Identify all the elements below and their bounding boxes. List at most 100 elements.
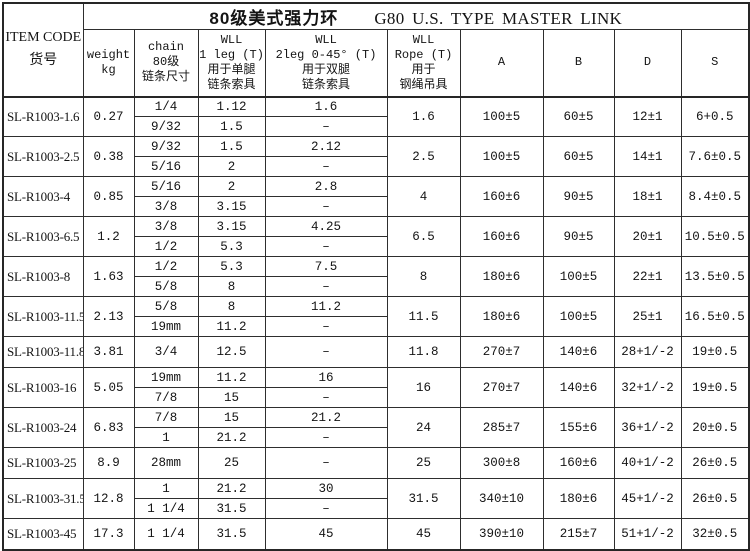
wll-1leg-cell: 12.5 — [197, 336, 266, 368]
chain-size-cell: 1 1/4 — [133, 518, 199, 550]
weight-cell: 8.9 — [82, 447, 135, 479]
item-code-cell: SL-R1003-6.5 — [2, 216, 84, 257]
item-code-label-en: ITEM CODE — [5, 30, 82, 46]
dim-s-cell: 6+0.5 — [680, 96, 750, 137]
col-header-item-code: ITEM CODE 货号 — [2, 2, 84, 98]
dim-b-cell: 215±7 — [542, 518, 615, 550]
dim-d-cell: 22±1 — [613, 256, 682, 297]
wll-1leg-cell: 5.3 — [197, 236, 266, 257]
wll-1leg-cell: 2 — [197, 176, 266, 197]
item-code-cell: SL-R1003-1.6 — [2, 96, 84, 137]
dim-a-cell: 160±6 — [459, 176, 544, 217]
dim-a-cell: 180±6 — [459, 256, 544, 297]
table-row: SL-R1003-11.5 2.13 5/8 8 11.2 11.5 180±6 100±5 2… — [2, 296, 750, 337]
col-header-d: D — [613, 29, 682, 98]
chain-size-cell: 1 — [133, 427, 199, 448]
chain-size-cell: 3/4 — [133, 336, 199, 368]
wll-2leg-cell: – — [264, 276, 388, 297]
wll-rope-cell: 31.5 — [386, 478, 461, 519]
dim-d-cell: 14±1 — [613, 136, 682, 177]
weight-cell: 1.2 — [82, 216, 135, 257]
chain-size-cell: 5/16 — [133, 176, 199, 197]
wll-1leg-cell: 21.2 — [197, 478, 266, 499]
chain-size-cell: 3/8 — [133, 216, 199, 237]
col-header-wll-2leg: WLL 2leg 0-45° (T) 用于双腿 链条索具 — [264, 29, 388, 98]
column-header-row: weight kg chain 80级 链条尺寸 WLL 1 leg (T) 用… — [3, 29, 750, 98]
chain-size-cell: 28mm — [133, 447, 199, 479]
col-header-wll-1leg: WLL 1 leg (T) 用于单腿 链条索具 — [197, 29, 266, 98]
chain-size-cell: 1 1/4 — [133, 498, 199, 519]
dim-s-cell: 8.4±0.5 — [680, 176, 750, 217]
table-row: SL-R1003-2.5 0.38 9/32 1.5 2.12 2.5 100±5 60±5 1… — [2, 136, 750, 177]
table-row: SL-R1003-4 0.85 5/16 2 2.8 4 160±6 90±5 18±1 8.4±… — [2, 176, 750, 217]
chain-size-cell: 19mm — [133, 367, 199, 388]
wll-2leg-cell: – — [264, 427, 388, 448]
table-row: SL-R1003-1.6 0.27 1/4 1.12 1.6 1.6 100±5 60±5 12… — [2, 96, 750, 137]
dim-b-cell: 90±5 — [542, 216, 615, 257]
wll-rope-cell: 6.5 — [386, 216, 461, 257]
wll-rope-cell: 24 — [386, 407, 461, 448]
dim-d-cell: 12±1 — [613, 96, 682, 137]
dim-b-cell: 100±5 — [542, 296, 615, 337]
chain-size-cell: 5/8 — [133, 296, 199, 317]
wll-1leg-cell: 3.15 — [197, 196, 266, 217]
wll-2leg-cell: 45 — [264, 518, 388, 550]
dim-b-cell: 140±6 — [542, 336, 615, 368]
wll-rope-cell: 11.8 — [386, 336, 461, 368]
wll-2leg-cell: 11.2 — [264, 296, 388, 317]
dim-b-cell: 180±6 — [542, 478, 615, 519]
dim-d-cell: 45+1/-2 — [613, 478, 682, 519]
dim-s-cell: 20±0.5 — [680, 407, 750, 448]
item-code-cell: SL-R1003-8 — [2, 256, 84, 297]
item-code-cell: SL-R1003-16 — [2, 367, 84, 408]
wll-rope-cell: 25 — [386, 447, 461, 479]
dim-b-cell: 100±5 — [542, 256, 615, 297]
wll-2leg-cell: 1.6 — [264, 96, 388, 117]
chain-size-cell: 5/8 — [133, 276, 199, 297]
dim-b-cell: 60±5 — [542, 96, 615, 137]
wll-2leg-cell: 21.2 — [264, 407, 388, 428]
dim-a-cell: 285±7 — [459, 407, 544, 448]
chain-size-cell: 3/8 — [133, 196, 199, 217]
wll-2leg-cell: 4.25 — [264, 216, 388, 237]
dim-s-cell: 7.6±0.5 — [680, 136, 750, 177]
dim-d-cell: 51+1/-2 — [613, 518, 682, 550]
table-row: SL-R1003-8 1.63 1/2 5.3 7.5 8 180±6 100±5 22±1 13… — [2, 256, 750, 297]
table-row: SL-R1003-16 5.05 19mm 11.2 16 16 270±7 140±6 32+… — [2, 367, 750, 408]
wll-rope-cell: 45 — [386, 518, 461, 550]
dim-a-cell: 160±6 — [459, 216, 544, 257]
dim-s-cell: 19±0.5 — [680, 367, 750, 408]
table-row: SL-R1003-6.5 1.2 3/8 3.15 4.25 6.5 160±6 90±5 20… — [2, 216, 750, 257]
table-row: SL-R1003-11.8 3.81 3/4 12.5–11.8 270±7 140±6 2… — [2, 336, 750, 368]
table-header: ITEM CODE 货号 80级美式强力环 G80 U.S. TYPE MASTE… — [2, 2, 750, 98]
table-row: 5/8 8– — [3, 276, 749, 297]
wll-2leg-cell: 30 — [264, 478, 388, 499]
table-row: SL-R1003-24 6.83 7/8 15 21.2 24 285±7 155±6 36+1… — [2, 407, 750, 448]
chain-size-cell: 7/8 — [133, 407, 199, 428]
col-header-a: A — [459, 29, 544, 98]
dim-d-cell: 36+1/-2 — [613, 407, 682, 448]
dim-a-cell: 180±6 — [459, 296, 544, 337]
wll-1leg-cell: 25 — [197, 447, 266, 479]
item-code-cell: SL-R1003-11.8 — [2, 336, 84, 368]
wll-rope-cell: 1.6 — [386, 96, 461, 137]
wll-2leg-cell: – — [264, 196, 388, 217]
dim-s-cell: 26±0.5 — [680, 447, 750, 479]
title-row: ITEM CODE 货号 80级美式强力环 G80 U.S. TYPE MASTE… — [2, 2, 750, 98]
chain-size-cell: 1/2 — [133, 236, 199, 257]
dim-b-cell: 160±6 — [542, 447, 615, 479]
wll-rope-cell: 4 — [386, 176, 461, 217]
col-header-s: S — [680, 29, 750, 98]
dim-d-cell: 18±1 — [613, 176, 682, 217]
wll-1leg-cell: 15 — [197, 407, 266, 428]
wll-2leg-cell: – — [264, 387, 388, 408]
wll-2leg-cell: 2.12 — [264, 136, 388, 157]
item-code-cell: SL-R1003-11.5 — [2, 296, 84, 337]
weight-cell: 2.13 — [82, 296, 135, 337]
chain-size-cell: 9/32 — [133, 136, 199, 157]
dim-d-cell: 25±1 — [613, 296, 682, 337]
item-code-label-cn: 货号 — [29, 53, 58, 69]
weight-cell: 17.3 — [82, 518, 135, 550]
wll-2leg-cell: 2.8 — [264, 176, 388, 197]
wll-rope-cell: 16 — [386, 367, 461, 408]
